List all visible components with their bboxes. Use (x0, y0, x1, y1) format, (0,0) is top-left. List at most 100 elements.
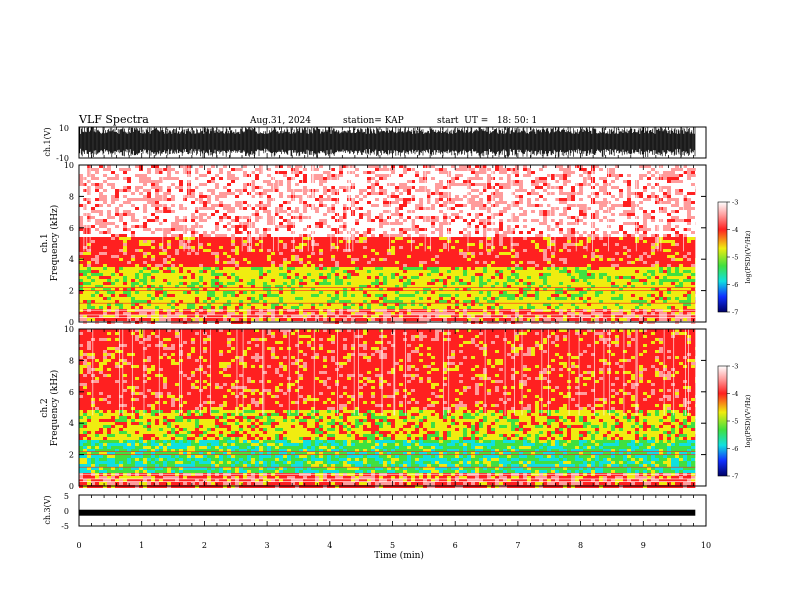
ch2-spectrogram-cell (483, 332, 515, 335)
ch1-spectrogram-cell (243, 240, 247, 243)
ch2-spectrogram-cell (411, 338, 415, 341)
ch1-spectrogram-cell (351, 315, 363, 318)
ch1-spectrogram-cell (667, 312, 671, 315)
ch2-spectrogram-cell (259, 344, 295, 347)
ch1-spectrogram-cell (247, 297, 251, 300)
ch2-spectrogram-cell (335, 341, 363, 344)
ch1-spectrogram-cell (307, 180, 311, 183)
ch1-spectrogram-cell (159, 243, 163, 246)
ch1-spectrogram-cell (111, 234, 115, 237)
ch1-spectrogram-cell (415, 231, 419, 234)
ch1-spectrogram-cell (123, 201, 131, 204)
ch1-spectrogram-cell (167, 165, 171, 168)
ch1-spectrogram-cell (539, 288, 543, 291)
ch1-spectrogram-cell (691, 297, 695, 300)
ch1-spectrogram-cell (459, 165, 467, 168)
ch1-spectrogram-cell (215, 195, 227, 198)
ch1-spectrogram-cell (467, 177, 483, 180)
ch1-spectrogram-cell (603, 192, 607, 195)
ch1-spectrogram-cell (495, 282, 499, 285)
ch1-spectrogram-cell (335, 204, 343, 207)
ch1-spectrogram-cell (567, 204, 587, 207)
ch1-spectrogram-cell (639, 216, 643, 219)
ch1-spectrogram-cell (547, 183, 551, 186)
ch1-spectrogram-cell (199, 243, 203, 246)
ch1-spectrogram-cell (179, 249, 191, 252)
ch1-spectrogram-cell (455, 246, 479, 249)
ch1-spectrogram-cell (431, 225, 435, 228)
ch1-spectrogram-cell (415, 294, 439, 297)
ch1-spectrogram-cell (527, 204, 535, 207)
ch1-spectrogram-cell (135, 291, 139, 294)
ch2-spectrogram-cell (523, 344, 535, 347)
ch1-spectrogram-cell (243, 291, 247, 294)
ch1-spectrogram-cell (387, 276, 391, 279)
ch1-spectrogram-cell (455, 180, 463, 183)
ch1-spectrogram-cell (159, 267, 163, 270)
ch1-spectrogram-cell (175, 312, 183, 315)
ch1-spectrogram-cell (595, 255, 599, 258)
ch1-spectrogram-cell (399, 204, 407, 207)
ch1-spectrogram-cell (459, 216, 463, 219)
ch1-spectrogram-cell (571, 168, 579, 171)
ch1-spectrogram-cell (691, 240, 696, 243)
ch1-spectrogram-cell (347, 315, 351, 318)
ch1-spectrogram-cell (671, 222, 687, 225)
ch1-spectrogram-cell (675, 201, 679, 204)
ch1-spectrogram-cell (243, 258, 247, 261)
ch1-spectrogram-cell (163, 192, 171, 195)
ch1-spectrogram-cell (191, 201, 195, 204)
ch1-spectrogram-cell (675, 225, 679, 228)
ch1-spectrogram-cell (619, 243, 651, 246)
ch1-spectrogram-cell (563, 177, 567, 180)
ch1-spectrogram-cell (519, 312, 527, 315)
ch1-spectrogram-cell (691, 210, 696, 213)
ch1-spectrogram-cell (195, 297, 199, 300)
ch1-spectrogram-cell (215, 183, 219, 186)
ch1-spectrogram-cell (131, 219, 139, 222)
ch1-spectrogram-cell (83, 246, 87, 249)
ch1-spectrogram-cell (211, 267, 215, 270)
ch1-spectrogram-cell (607, 231, 611, 234)
ch1-spectrogram-cell (671, 243, 675, 246)
ch1-spectrogram-cell (639, 165, 651, 168)
ch1-spectrogram-cell (599, 192, 603, 195)
ch1-spectrogram-cell (503, 240, 531, 243)
ch1-spectrogram-cell (571, 285, 591, 288)
ch1-spectrogram-cell (143, 282, 147, 285)
ch2-spectrogram-cell (427, 353, 431, 356)
ch1-spectrogram-cell (607, 198, 615, 201)
ch1-spectrogram-cell (267, 312, 271, 315)
ch1-spectrogram-cell (679, 225, 696, 228)
ch2-spectrogram-cell (359, 353, 367, 356)
ch2-spectrogram-cell (519, 353, 523, 356)
ch1-spectrogram-cell (463, 219, 467, 222)
ch1-spectrogram-cell (135, 318, 139, 321)
ch1-spectrogram-cell (455, 300, 459, 303)
ch2-spectrogram-cell (327, 350, 331, 353)
ch1-spectrogram-cell (115, 186, 123, 189)
ch1-spectrogram-cell (387, 231, 399, 234)
ch1-spectrogram-cell (91, 243, 123, 246)
ch1-spectrogram-cell (303, 210, 307, 213)
ch1-spectrogram-cell (95, 288, 103, 291)
ch1-spectrogram-cell (219, 258, 231, 261)
ch2-spectrogram-cell (267, 347, 271, 350)
ch1-spectrogram-cell (219, 204, 223, 207)
ch1-spectrogram-cell (671, 297, 675, 300)
ch1-spectrogram-cell (491, 261, 495, 264)
ch1-spectrogram-cell (239, 249, 247, 252)
ch1-spectrogram-cell (207, 189, 215, 192)
ch1-spectrogram-cell (655, 297, 659, 300)
ch2-spectrogram-cell (175, 329, 179, 332)
ch1-spectrogram-cell (139, 249, 143, 252)
ch1-spectrogram-cell (263, 294, 267, 297)
ch1-spectrogram-cell (463, 198, 467, 201)
ch1-spectrogram-cell (139, 177, 151, 180)
ch1-spectrogram-cell (563, 261, 567, 264)
ch1-spectrogram-cell (335, 276, 339, 279)
ch1-spectrogram-cell (471, 195, 479, 198)
ch1-spectrogram-cell (95, 216, 107, 219)
ch1-spectrogram-cell (171, 210, 175, 213)
ch2-spectrogram-cell (419, 338, 423, 341)
